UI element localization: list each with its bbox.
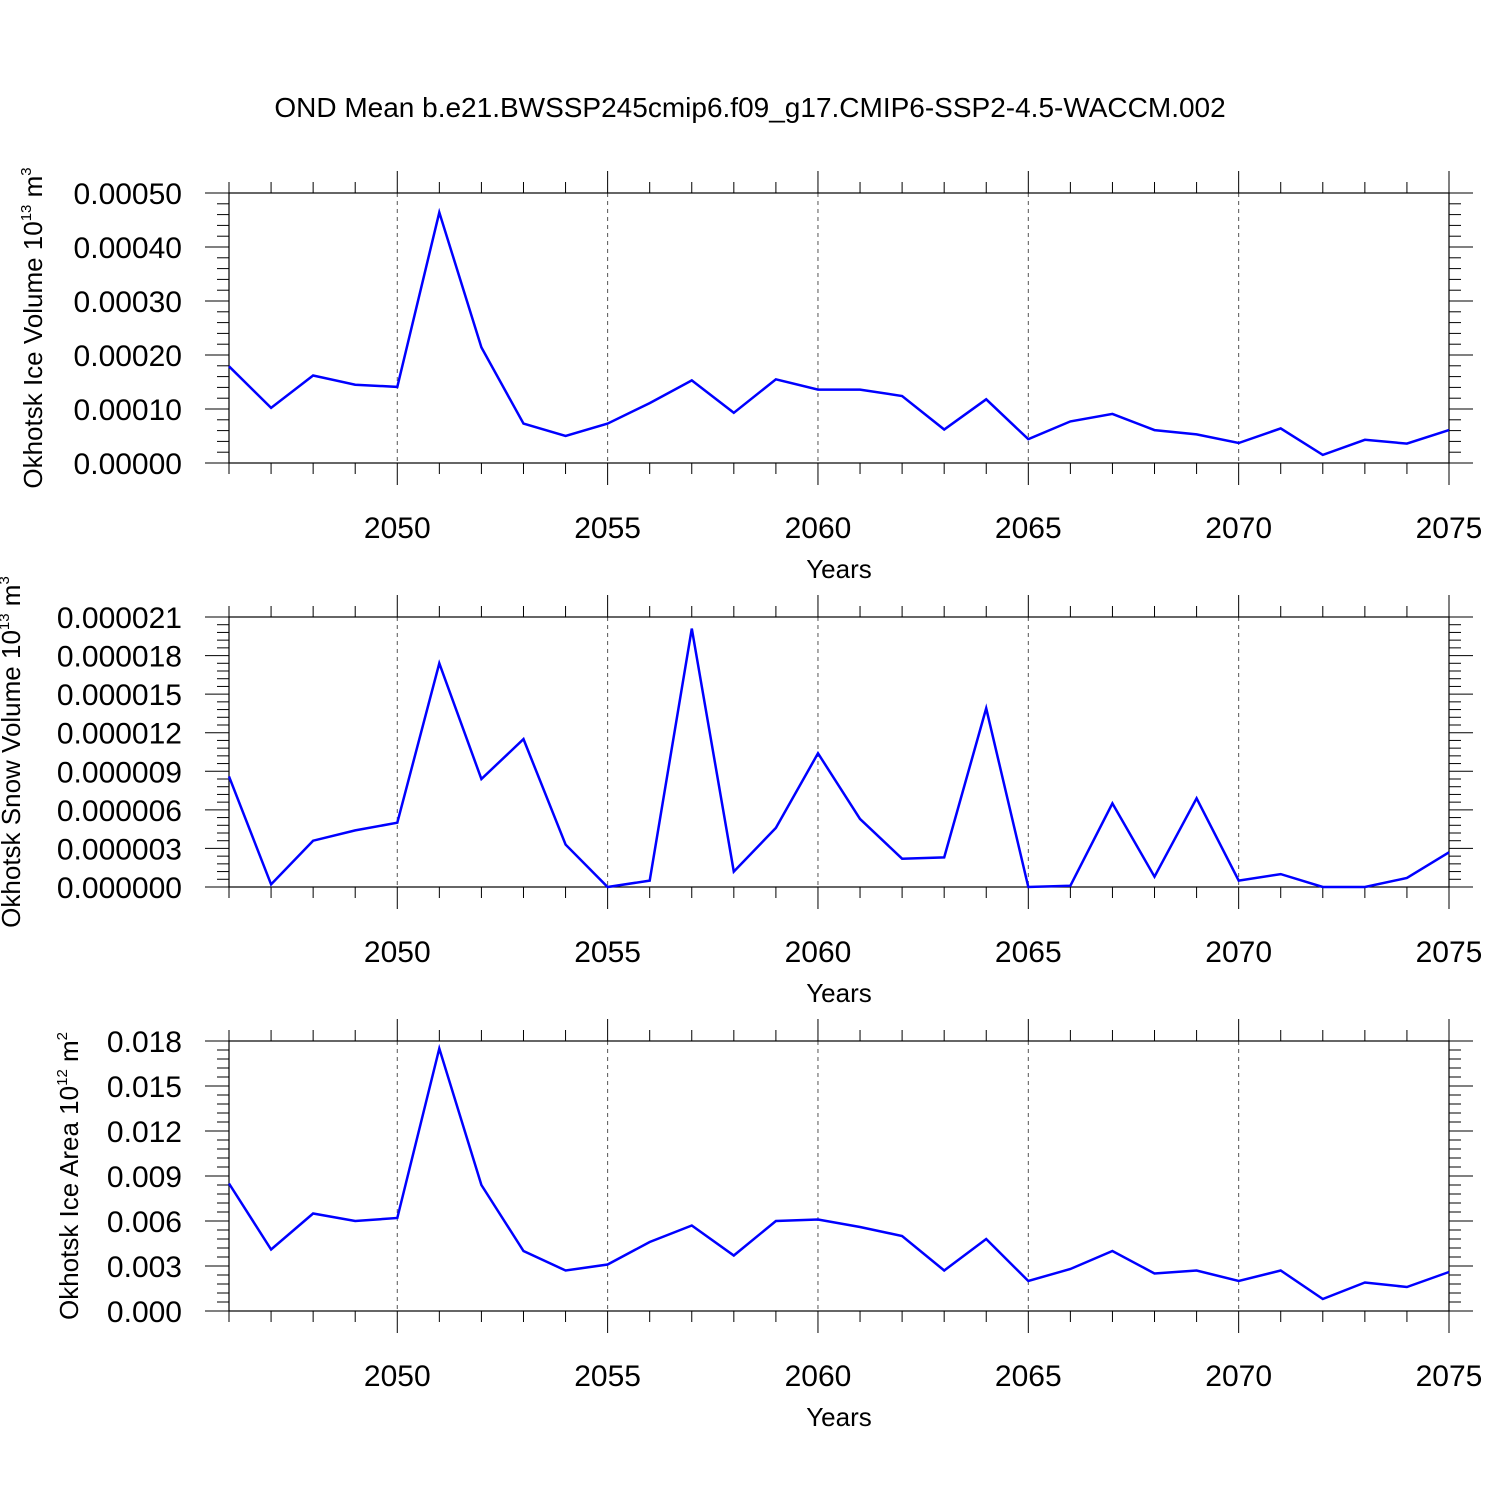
x-tick-label-3: 2060 bbox=[785, 512, 852, 545]
x-tick-label-4: 2065 bbox=[995, 1360, 1062, 1393]
x-tick-label-2: 2055 bbox=[574, 512, 641, 545]
panel-2: 0.000000 0.000003 0.000006 0.000009 0.000012… bbox=[0, 576, 1482, 1008]
data-series-line bbox=[227, 628, 1450, 889]
y-tick-label-8: 0.000021 bbox=[57, 602, 182, 635]
y-tick-label-5: 0.000012 bbox=[57, 718, 182, 751]
plot-frame bbox=[228, 192, 1450, 464]
y-axis-label: Okhotsk Ice Volume 1013 m3 bbox=[18, 167, 48, 488]
x-tick-label-1: 2050 bbox=[364, 1360, 431, 1393]
y-tick-label-2: 0.00010 bbox=[74, 394, 182, 427]
y-axis-label-main: Okhotsk Ice Area 10 bbox=[54, 1086, 84, 1320]
x-axis-label: Years bbox=[806, 1402, 872, 1432]
y-axis-label: Okhotsk Ice Area 1012 m2 bbox=[54, 1032, 84, 1320]
y-axis-label-unit: m bbox=[18, 176, 48, 205]
y-axis-label-unit: m bbox=[54, 1040, 84, 1069]
chart-title: OND Mean b.e21.BWSSP245cmip6.f09_g17.CMI… bbox=[274, 92, 1225, 123]
y-tick-label-4: 0.009 bbox=[107, 1161, 182, 1194]
x-tick-label-3: 2060 bbox=[785, 936, 852, 969]
x-tick-label-4: 2065 bbox=[995, 512, 1062, 545]
y-axis-label-main: Okhotsk Ice Volume 10 bbox=[18, 221, 48, 488]
y-axis-label-main: Okhotsk Snow Volume 10 bbox=[0, 630, 26, 928]
x-tick-label-6: 2075 bbox=[1416, 936, 1483, 969]
x-tick-label-5: 2070 bbox=[1205, 512, 1272, 545]
x-tick-label-3: 2060 bbox=[785, 1360, 852, 1393]
plot-frame bbox=[228, 1040, 1450, 1312]
y-tick-label-3: 0.00020 bbox=[74, 340, 182, 373]
panel-3: 0.000 0.003 0.006 0.009 0.012 0.015 0.018 2050 2… bbox=[54, 1019, 1482, 1432]
x-tick-label-1: 2050 bbox=[364, 512, 431, 545]
y-axis-label-unit-exponent: 3 bbox=[0, 576, 13, 584]
y-axis-label-unit: m bbox=[0, 585, 26, 614]
y-tick-label-5: 0.012 bbox=[107, 1116, 182, 1149]
x-tick-label-6: 2075 bbox=[1416, 512, 1483, 545]
y-tick-label-3: 0.006 bbox=[107, 1206, 182, 1239]
data-series-line bbox=[228, 207, 1450, 457]
x-tick-label-4: 2065 bbox=[995, 936, 1062, 969]
y-tick-label-6: 0.015 bbox=[107, 1071, 182, 1104]
x-tick-label-5: 2070 bbox=[1205, 936, 1272, 969]
y-tick-label-1: 0.000000 bbox=[57, 872, 182, 905]
x-tick-label-6: 2075 bbox=[1416, 1360, 1483, 1393]
y-tick-label-3: 0.000006 bbox=[57, 795, 182, 828]
x-tick-label-5: 2070 bbox=[1205, 1360, 1272, 1393]
data-series-line bbox=[227, 1043, 1450, 1301]
x-axis-label: Years bbox=[806, 978, 872, 1008]
panel-1: 0.00000 0.00010 0.00020 0.00030 0.00040 0.000… bbox=[18, 167, 1482, 584]
y-tick-label-7: 0.018 bbox=[107, 1026, 182, 1059]
x-tick-label-1: 2050 bbox=[364, 936, 431, 969]
y-tick-label-4: 0.00030 bbox=[74, 286, 182, 319]
y-axis-label-exponent: 13 bbox=[18, 205, 35, 222]
y-tick-label-5: 0.00040 bbox=[74, 232, 182, 265]
x-axis-label: Years bbox=[806, 554, 872, 584]
x-tick-label-2: 2055 bbox=[574, 936, 641, 969]
y-axis-label: Okhotsk Snow Volume 1013 m3 bbox=[0, 576, 26, 928]
y-tick-label-2: 0.000003 bbox=[57, 833, 182, 866]
plot-frame bbox=[228, 616, 1450, 888]
y-tick-label-6: 0.00050 bbox=[74, 178, 182, 211]
y-tick-label-6: 0.000015 bbox=[57, 679, 182, 712]
x-tick-label-2: 2055 bbox=[574, 1360, 641, 1393]
y-tick-label-1: 0.000 bbox=[107, 1296, 182, 1329]
y-tick-label-7: 0.000018 bbox=[57, 641, 182, 674]
y-tick-label-4: 0.000009 bbox=[57, 756, 182, 789]
y-axis-label-unit-exponent: 2 bbox=[54, 1032, 71, 1040]
y-tick-label-2: 0.003 bbox=[107, 1251, 182, 1284]
y-axis-label-exponent: 13 bbox=[0, 613, 13, 630]
y-tick-label-1: 0.00000 bbox=[74, 448, 182, 481]
y-axis-label-unit-exponent: 3 bbox=[18, 167, 35, 175]
y-axis-label-exponent: 12 bbox=[54, 1069, 71, 1086]
